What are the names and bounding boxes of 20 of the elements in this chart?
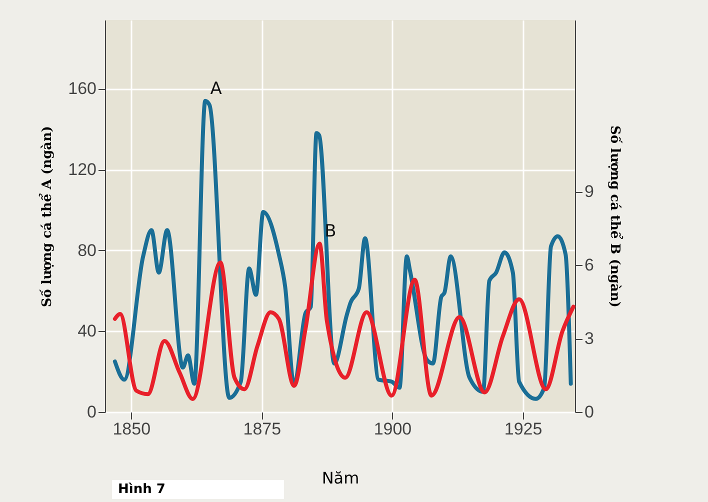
x-tick-label: 1850: [112, 420, 151, 438]
y-tick-label: 40: [78, 322, 96, 341]
x-tick-label: 1925: [504, 420, 542, 438]
series-label: A: [210, 78, 222, 99]
y-tick-label: 80: [78, 240, 96, 260]
y-tick-label: 120: [68, 160, 96, 180]
x-axis-title: Năm: [322, 468, 360, 488]
line-series: [112, 98, 573, 401]
y-axis-title: Số lượng cá thể A (ngàn): [38, 126, 56, 308]
y2-tick-label: 6: [584, 256, 594, 274]
text: Hình 7: [112, 480, 284, 499]
x-tick-label: 1875: [243, 420, 282, 438]
y2-tick-label: 0: [584, 402, 594, 422]
y2-tick-label: 9: [584, 182, 594, 201]
y2-tick-label: 3: [584, 329, 594, 348]
y-tick-label: 160: [68, 79, 96, 98]
x-tick-label: 1900: [374, 420, 412, 438]
y2-axis-title: Số lượng cá thể B (ngàn): [606, 125, 624, 308]
line-series: [112, 242, 576, 402]
y-tick-label: 0: [87, 402, 96, 422]
